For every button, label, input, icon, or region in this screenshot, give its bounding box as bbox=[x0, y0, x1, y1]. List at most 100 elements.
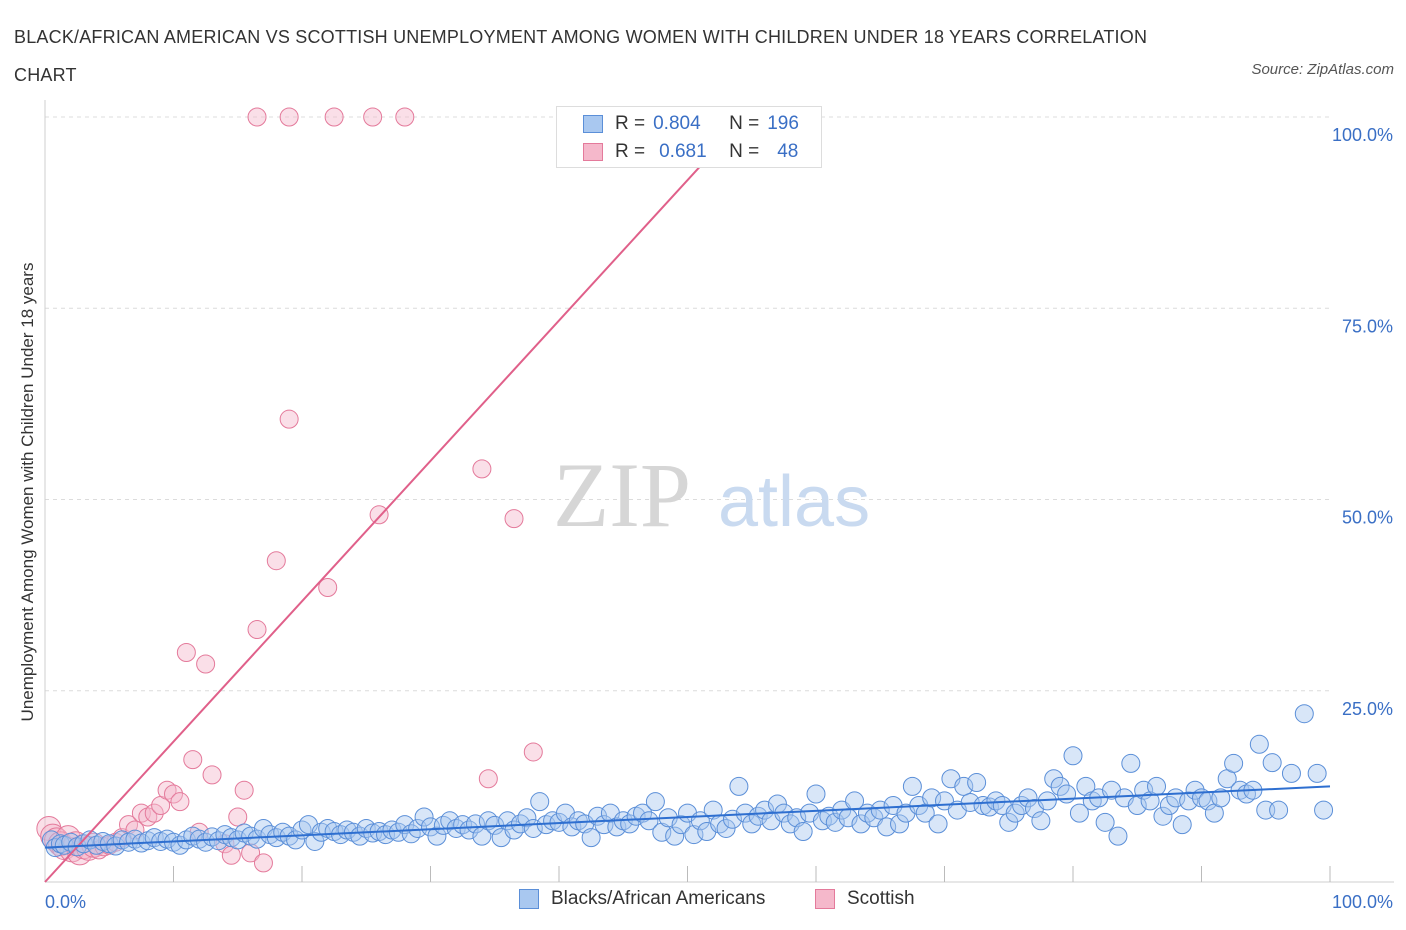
legend-item-blacks[interactable]: Blacks/African Americans bbox=[519, 888, 765, 910]
scottish-point bbox=[202, 765, 222, 785]
blacks-point bbox=[440, 811, 460, 831]
blacks-point bbox=[922, 788, 942, 808]
blacks-point bbox=[729, 776, 749, 796]
scottish-point bbox=[478, 769, 498, 789]
blacks-point bbox=[716, 818, 736, 838]
blacks-point bbox=[395, 815, 415, 835]
gridlines bbox=[45, 116, 1330, 692]
blacks-point bbox=[1005, 803, 1025, 823]
blacks-point bbox=[1172, 815, 1192, 835]
blacks-point bbox=[793, 822, 813, 842]
blacks-point bbox=[1018, 788, 1038, 808]
scottish-point bbox=[164, 784, 183, 804]
legend-blue-label: Blacks/African Americans bbox=[551, 888, 766, 909]
scottish-point bbox=[369, 505, 389, 525]
watermark-atlas: atlas bbox=[718, 462, 870, 542]
scottish-point bbox=[183, 750, 203, 770]
x-tick-label-max: 100.0% bbox=[1332, 892, 1393, 912]
blacks-point bbox=[870, 800, 890, 820]
blacks-point bbox=[247, 829, 267, 849]
blacks-points bbox=[41, 704, 1334, 858]
blue-n-value: 196 bbox=[767, 113, 799, 134]
blacks-point bbox=[1294, 704, 1314, 724]
blacks-point bbox=[1224, 753, 1244, 773]
blacks-point bbox=[825, 812, 845, 832]
y-tick-label: 50.0% bbox=[1342, 508, 1393, 528]
blacks-point bbox=[633, 803, 653, 823]
blacks-point bbox=[1314, 800, 1334, 820]
blacks-point bbox=[1179, 791, 1199, 811]
blacks-point bbox=[1269, 800, 1289, 820]
blacks-point bbox=[1211, 788, 1231, 808]
scottish-point bbox=[324, 107, 344, 127]
source-label: Source: ZipAtlas.com bbox=[1251, 61, 1394, 78]
blue-r-value: 0.804 bbox=[653, 113, 701, 134]
blacks-point bbox=[877, 817, 897, 837]
blacks-point bbox=[1057, 784, 1077, 804]
pink-n-value: 48 bbox=[777, 141, 799, 162]
blacks-point bbox=[1095, 812, 1115, 832]
blacks-point bbox=[305, 831, 325, 851]
scottish-trendline bbox=[44, 116, 747, 883]
stats-row-blue: R = 0.804 N = 196 bbox=[583, 110, 799, 138]
scottish-point bbox=[170, 792, 190, 812]
blacks-point bbox=[1185, 780, 1205, 800]
blacks-point bbox=[639, 811, 659, 831]
stats-legend: R = 0.804 N = 196 R = 0.681 N = 48 bbox=[556, 106, 822, 168]
legend-pink-swatch bbox=[815, 889, 835, 909]
scottish-point bbox=[247, 107, 267, 127]
blacks-point bbox=[427, 826, 447, 846]
chart-title: BLACK/AFRICAN AMERICAN VS SCOTTISH UNEMP… bbox=[14, 27, 1148, 85]
blacks-point bbox=[1121, 753, 1141, 773]
scottish-point bbox=[363, 107, 383, 127]
y-tick-label: 25.0% bbox=[1342, 699, 1393, 719]
stats-row-pink: R = 0.681 N = 48 bbox=[583, 138, 798, 166]
blacks-point bbox=[645, 792, 665, 812]
trendlines bbox=[44, 116, 1331, 883]
scottish-point bbox=[144, 803, 164, 823]
pink-r-value: 0.681 bbox=[659, 141, 707, 162]
n-label: N = bbox=[729, 113, 760, 134]
scottish-point bbox=[266, 551, 286, 571]
scottish-point bbox=[228, 807, 248, 827]
blacks-point bbox=[954, 776, 974, 796]
scottish-point bbox=[279, 409, 299, 429]
blacks-point bbox=[806, 784, 826, 804]
blacks-point bbox=[999, 812, 1019, 832]
scottish-point bbox=[472, 459, 492, 479]
blacks-point bbox=[1069, 803, 1089, 823]
scottish-point bbox=[253, 853, 273, 873]
scottish-point bbox=[176, 643, 196, 662]
axes bbox=[44, 100, 1394, 883]
tick-labels: 25.0% 50.0% 75.0% 100.0% 0.0% 100.0% bbox=[45, 125, 1393, 912]
pink-swatch bbox=[583, 143, 603, 161]
blacks-point bbox=[414, 807, 434, 827]
scottish-point bbox=[247, 620, 267, 640]
blacks-point bbox=[517, 808, 537, 828]
blacks-point bbox=[851, 814, 871, 834]
blacks-point bbox=[1076, 776, 1096, 796]
legend-item-scottish[interactable]: Scottish bbox=[815, 888, 915, 910]
blacks-point bbox=[928, 814, 948, 834]
scottish-point bbox=[523, 742, 543, 762]
blacks-point bbox=[973, 796, 993, 815]
watermark-zip: ZIP bbox=[553, 444, 691, 546]
blacks-point bbox=[1159, 796, 1179, 815]
blacks-point bbox=[465, 814, 485, 834]
blacks-trendline bbox=[44, 785, 1331, 849]
blacks-point bbox=[890, 814, 910, 834]
blacks-point bbox=[1050, 776, 1070, 796]
blacks-point bbox=[1140, 791, 1160, 811]
blue-swatch bbox=[583, 115, 603, 133]
scottish-points bbox=[36, 107, 582, 873]
blacks-point bbox=[530, 792, 550, 812]
y-tick-label: 75.0% bbox=[1342, 316, 1393, 336]
r-label: R = bbox=[615, 113, 646, 134]
y-tick-label: 100.0% bbox=[1332, 125, 1393, 145]
blacks-point bbox=[1063, 746, 1083, 766]
blacks-point bbox=[1249, 734, 1269, 754]
scottish-point bbox=[234, 780, 254, 800]
blacks-point bbox=[665, 826, 685, 846]
blacks-point bbox=[652, 822, 672, 842]
legend-blue-swatch bbox=[519, 889, 539, 909]
